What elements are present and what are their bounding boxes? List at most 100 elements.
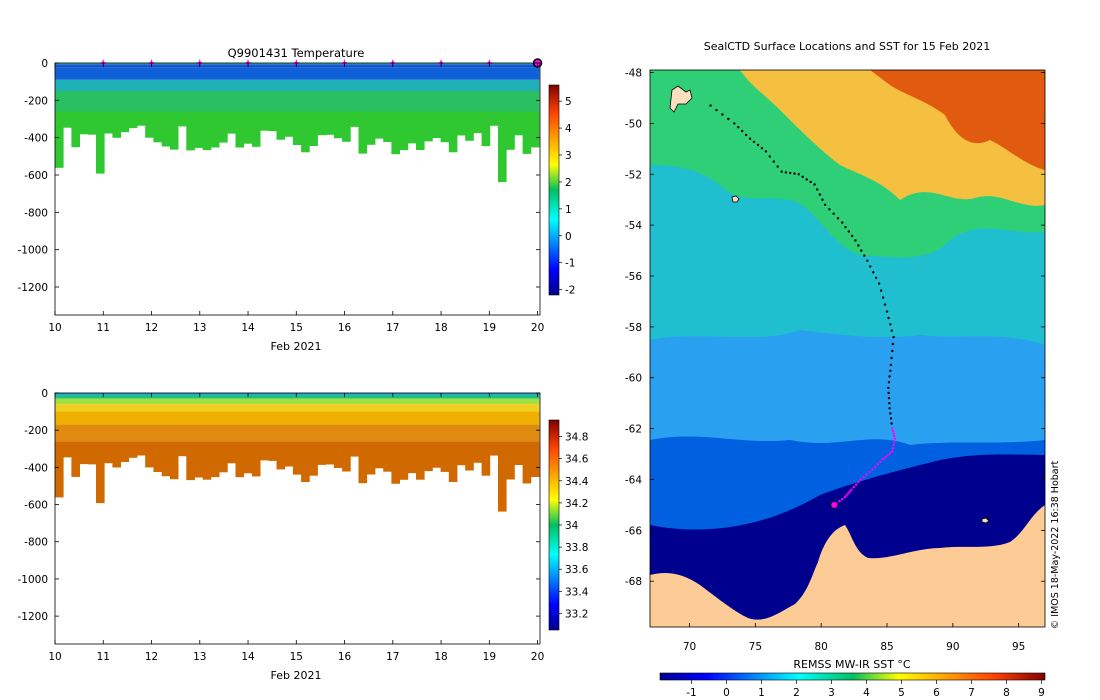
profile-cell bbox=[137, 424, 146, 442]
profile-cell bbox=[416, 91, 425, 112]
profile-cell bbox=[333, 91, 343, 112]
profile-cell bbox=[178, 411, 187, 425]
track-point bbox=[872, 271, 875, 274]
profile-cell bbox=[292, 424, 302, 442]
profile-cell bbox=[63, 91, 72, 112]
profile-cell bbox=[251, 91, 261, 112]
track-point bbox=[859, 478, 862, 481]
profile-cell bbox=[416, 411, 425, 425]
y-tick-label: -1000 bbox=[17, 245, 48, 257]
profile-cell bbox=[399, 424, 409, 442]
profile-cell bbox=[96, 63, 105, 65]
profile-cell bbox=[71, 398, 80, 405]
profile-cell bbox=[350, 64, 359, 68]
profile-cell bbox=[96, 394, 105, 399]
map-latitude-axis: -48 -50 -52 -54 -56 -58 -60 -62 -64 -66 -68 bbox=[625, 68, 1045, 588]
salinity-x-label: Feb 2021 bbox=[271, 669, 322, 682]
profile-cell bbox=[522, 441, 532, 484]
profile-cell bbox=[235, 67, 245, 80]
profile-cell bbox=[416, 404, 425, 412]
profile-cell bbox=[137, 64, 146, 68]
profile-cell bbox=[325, 91, 335, 112]
profile-cell bbox=[104, 63, 113, 65]
track-point bbox=[789, 171, 792, 175]
profile-cell bbox=[530, 67, 540, 80]
colorbar-tick-label: -2 bbox=[565, 285, 575, 297]
track-point bbox=[868, 470, 871, 474]
profile-cell bbox=[104, 441, 113, 464]
profile-cell bbox=[87, 404, 97, 412]
profile-cell bbox=[309, 91, 318, 112]
profile-cell bbox=[128, 394, 138, 399]
profile-cell bbox=[292, 67, 302, 80]
profile-cell bbox=[202, 111, 212, 151]
profile-cell bbox=[260, 394, 269, 399]
profile-cell bbox=[55, 398, 64, 405]
lon-tick-label: 75 bbox=[749, 641, 762, 653]
profile-cell bbox=[457, 424, 466, 442]
profile-cell bbox=[448, 393, 458, 395]
profile-cell bbox=[309, 111, 318, 146]
profile-cell bbox=[112, 111, 121, 138]
profile-cell bbox=[416, 111, 425, 150]
profile-cell bbox=[260, 111, 269, 131]
profile-cell bbox=[350, 91, 359, 112]
profile-cell bbox=[333, 398, 343, 405]
profile-cell bbox=[87, 411, 97, 425]
profile-cell bbox=[440, 67, 450, 80]
profile-cell bbox=[210, 79, 220, 91]
profile-cell bbox=[251, 79, 261, 91]
profile-cell bbox=[391, 398, 400, 405]
profile-cell bbox=[79, 63, 89, 65]
profile-cell bbox=[169, 411, 179, 425]
profile-cell bbox=[448, 411, 458, 425]
profile-cell bbox=[514, 63, 523, 65]
profile-cell bbox=[161, 424, 171, 442]
hot-water-region bbox=[870, 70, 1045, 170]
profile-cell bbox=[498, 63, 507, 65]
track-point bbox=[891, 430, 895, 433]
profile-cell bbox=[407, 63, 417, 65]
profile-cell bbox=[161, 398, 171, 405]
map-longitude-axis: 70 75 80 85 90 95 bbox=[683, 623, 1025, 653]
profile-cell bbox=[473, 79, 482, 91]
profile-cell bbox=[481, 67, 491, 80]
track-point bbox=[721, 113, 724, 116]
profile-cell bbox=[416, 79, 425, 91]
profile-cell bbox=[506, 91, 515, 112]
profile-cell bbox=[522, 394, 532, 399]
profile-cell bbox=[292, 398, 302, 405]
profile-cell bbox=[350, 67, 359, 80]
lon-tick-label: 95 bbox=[1012, 641, 1025, 653]
profile-cell bbox=[440, 424, 450, 442]
profile-cell bbox=[161, 63, 171, 65]
profile-cell bbox=[465, 79, 474, 91]
profile-cell bbox=[399, 79, 409, 91]
track-point bbox=[890, 422, 893, 425]
profile-cell bbox=[448, 441, 458, 482]
profile-cell bbox=[284, 411, 294, 425]
track-point bbox=[890, 329, 894, 332]
profile-cell bbox=[391, 79, 400, 91]
profile-cell bbox=[260, 393, 269, 395]
profile-cell bbox=[358, 404, 368, 412]
profile-cell bbox=[128, 91, 138, 112]
profile-cell bbox=[235, 394, 245, 399]
small-island bbox=[981, 517, 990, 524]
profile-cell bbox=[366, 411, 376, 425]
profile-cell bbox=[333, 411, 343, 425]
profile-cell bbox=[210, 394, 220, 399]
track-point bbox=[884, 456, 887, 459]
profile-cell bbox=[457, 111, 466, 136]
profile-cell bbox=[128, 404, 138, 412]
profile-cell bbox=[112, 91, 121, 112]
profile-cell bbox=[243, 398, 253, 405]
colorbar-tick-label: 2 bbox=[565, 177, 572, 189]
lat-tick-label: -60 bbox=[625, 373, 642, 385]
profile-cell bbox=[55, 394, 64, 399]
profile-cell bbox=[317, 67, 327, 80]
profile-cell bbox=[145, 424, 154, 442]
colorbar-tick-label: 34.4 bbox=[565, 476, 589, 488]
profile-cell bbox=[457, 63, 466, 65]
profile-cell bbox=[440, 63, 450, 65]
